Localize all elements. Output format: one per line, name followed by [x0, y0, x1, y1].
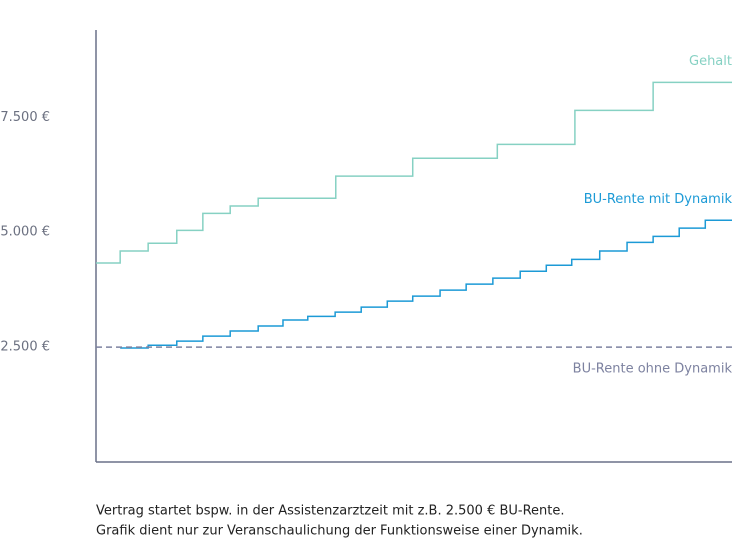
series-label: BU-Rente mit Dynamik	[584, 192, 733, 207]
y-tick-label: 7.500 €	[0, 110, 50, 125]
note: Vertrag startet bspw. in der Assistenzar…	[96, 504, 565, 519]
series-label: BU-Rente ohne Dynamik	[573, 362, 733, 377]
y-tick-label: 5.000 €	[0, 225, 50, 240]
series-line	[120, 219, 732, 349]
series-label: Gehalt	[689, 54, 732, 69]
note: Grafik dient nur zur Veranschaulichung d…	[96, 524, 583, 539]
y-tick-label: 2.500 €	[0, 340, 50, 355]
series-line	[96, 81, 732, 264]
